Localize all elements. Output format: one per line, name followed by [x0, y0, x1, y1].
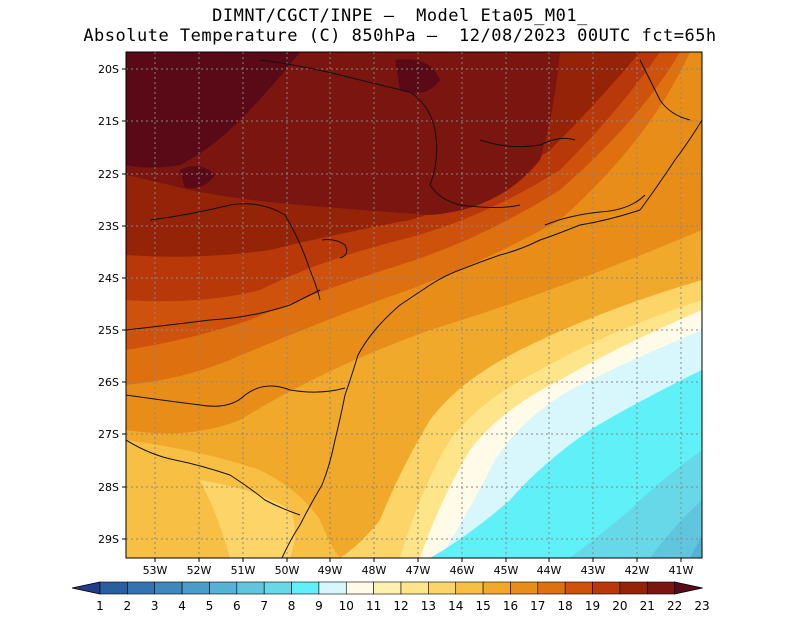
title-line-2: Absolute Temperature (C) 850hPa — 12/08/… — [83, 26, 717, 46]
colorbar-label: 8 — [288, 599, 296, 613]
longitude-axis: 53W 52W 51W 50W 49W 48W 47W 46W 45W 44W … — [143, 564, 694, 577]
colorbar-segment — [318, 581, 347, 595]
colorbar-label: 23 — [694, 599, 709, 613]
colorbar-label: 20 — [612, 599, 627, 613]
colorbar-label: 17 — [530, 599, 545, 613]
colorbar-segment — [154, 581, 183, 595]
lon-label: 44W — [537, 564, 562, 577]
latitude-axis: 20S 21S 22S 23S 24S 25S 26S 27S 28S 29S — [98, 63, 119, 546]
lon-label: 45W — [494, 564, 519, 577]
lat-label: 23S — [98, 220, 119, 233]
lon-label: 49W — [318, 564, 343, 577]
title-line-1: DIMNT/CGCT/INPE — Model Eta05_M01_ — [212, 6, 588, 26]
lon-label: 52W — [187, 564, 212, 577]
colorbar-segment — [646, 581, 675, 595]
lon-label: 46W — [450, 564, 475, 577]
colorbar-label: 21 — [640, 599, 655, 613]
lat-ticks — [122, 68, 126, 540]
colorbar-label: 2 — [124, 599, 132, 613]
colorbar-segment — [455, 581, 484, 595]
colorbar-segment — [236, 581, 265, 595]
temperature-field — [126, 52, 702, 558]
colorbar-label: 15 — [475, 599, 490, 613]
colorbar-segment — [564, 581, 593, 595]
colorbar-segment — [482, 581, 511, 595]
lon-label: 51W — [231, 564, 256, 577]
colorbar: 1 2 3 4 5 6 7 8 9 10 11 12 13 14 15 16 17 18 19 20 21 22 23 — [71, 581, 710, 613]
colorbar-segment — [373, 581, 402, 595]
lat-label: 22S — [98, 168, 119, 181]
colorbar-segment — [263, 581, 292, 595]
colorbar-segment — [127, 581, 156, 595]
lat-label: 20S — [98, 63, 119, 76]
colorbar-label: 12 — [393, 599, 408, 613]
colorbar-segment — [592, 581, 621, 595]
colorbar-label: 7 — [260, 599, 268, 613]
lon-label: 50W — [275, 564, 300, 577]
coastline-and-borders — [126, 59, 702, 558]
lat-label: 25S — [98, 324, 119, 337]
colorbar-segment — [291, 581, 320, 595]
map-frame — [125, 51, 703, 559]
colorbar-label: 10 — [339, 599, 354, 613]
lat-label: 24S — [98, 272, 119, 285]
colorbar-segment — [619, 581, 648, 595]
colorbar-segment — [181, 581, 210, 595]
colorbar-label: 18 — [558, 599, 573, 613]
colorbar-segment — [99, 581, 128, 595]
colorbar-segment — [345, 581, 374, 595]
colorbar-label: 4 — [178, 599, 186, 613]
colorbar-segment — [428, 581, 457, 595]
lon-label: 42W — [625, 564, 650, 577]
lon-ticks — [154, 558, 682, 562]
colorbar-label: 22 — [667, 599, 682, 613]
colorbar-segment — [209, 581, 238, 595]
lon-label: 53W — [143, 564, 168, 577]
colorbar-label: 16 — [503, 599, 518, 613]
colorbar-segment — [400, 581, 429, 595]
colorbar-label: 13 — [421, 599, 436, 613]
lat-label: 21S — [98, 115, 119, 128]
lon-label: 47W — [406, 564, 431, 577]
lat-label: 27S — [98, 428, 119, 441]
lat-label: 29S — [98, 533, 119, 546]
lon-label: 43W — [581, 564, 606, 577]
colorbar-label: 5 — [206, 599, 214, 613]
colorbar-label: 14 — [448, 599, 463, 613]
graticule — [126, 52, 702, 558]
colorbar-label: 19 — [585, 599, 600, 613]
colorbar-label: 6 — [233, 599, 241, 613]
colorbar-arrow-low — [71, 581, 101, 595]
colorbar-segment — [510, 581, 539, 595]
lat-label: 28S — [98, 481, 119, 494]
lon-label: 41W — [669, 564, 694, 577]
lon-label: 48W — [362, 564, 387, 577]
colorbar-label: 3 — [151, 599, 159, 613]
colorbar-label: 9 — [315, 599, 323, 613]
colorbar-label: 11 — [366, 599, 381, 613]
colorbar-segment — [537, 581, 566, 595]
colorbar-arrow-high — [674, 581, 703, 595]
colorbar-label: 1 — [96, 599, 104, 613]
lat-label: 26S — [98, 376, 119, 389]
